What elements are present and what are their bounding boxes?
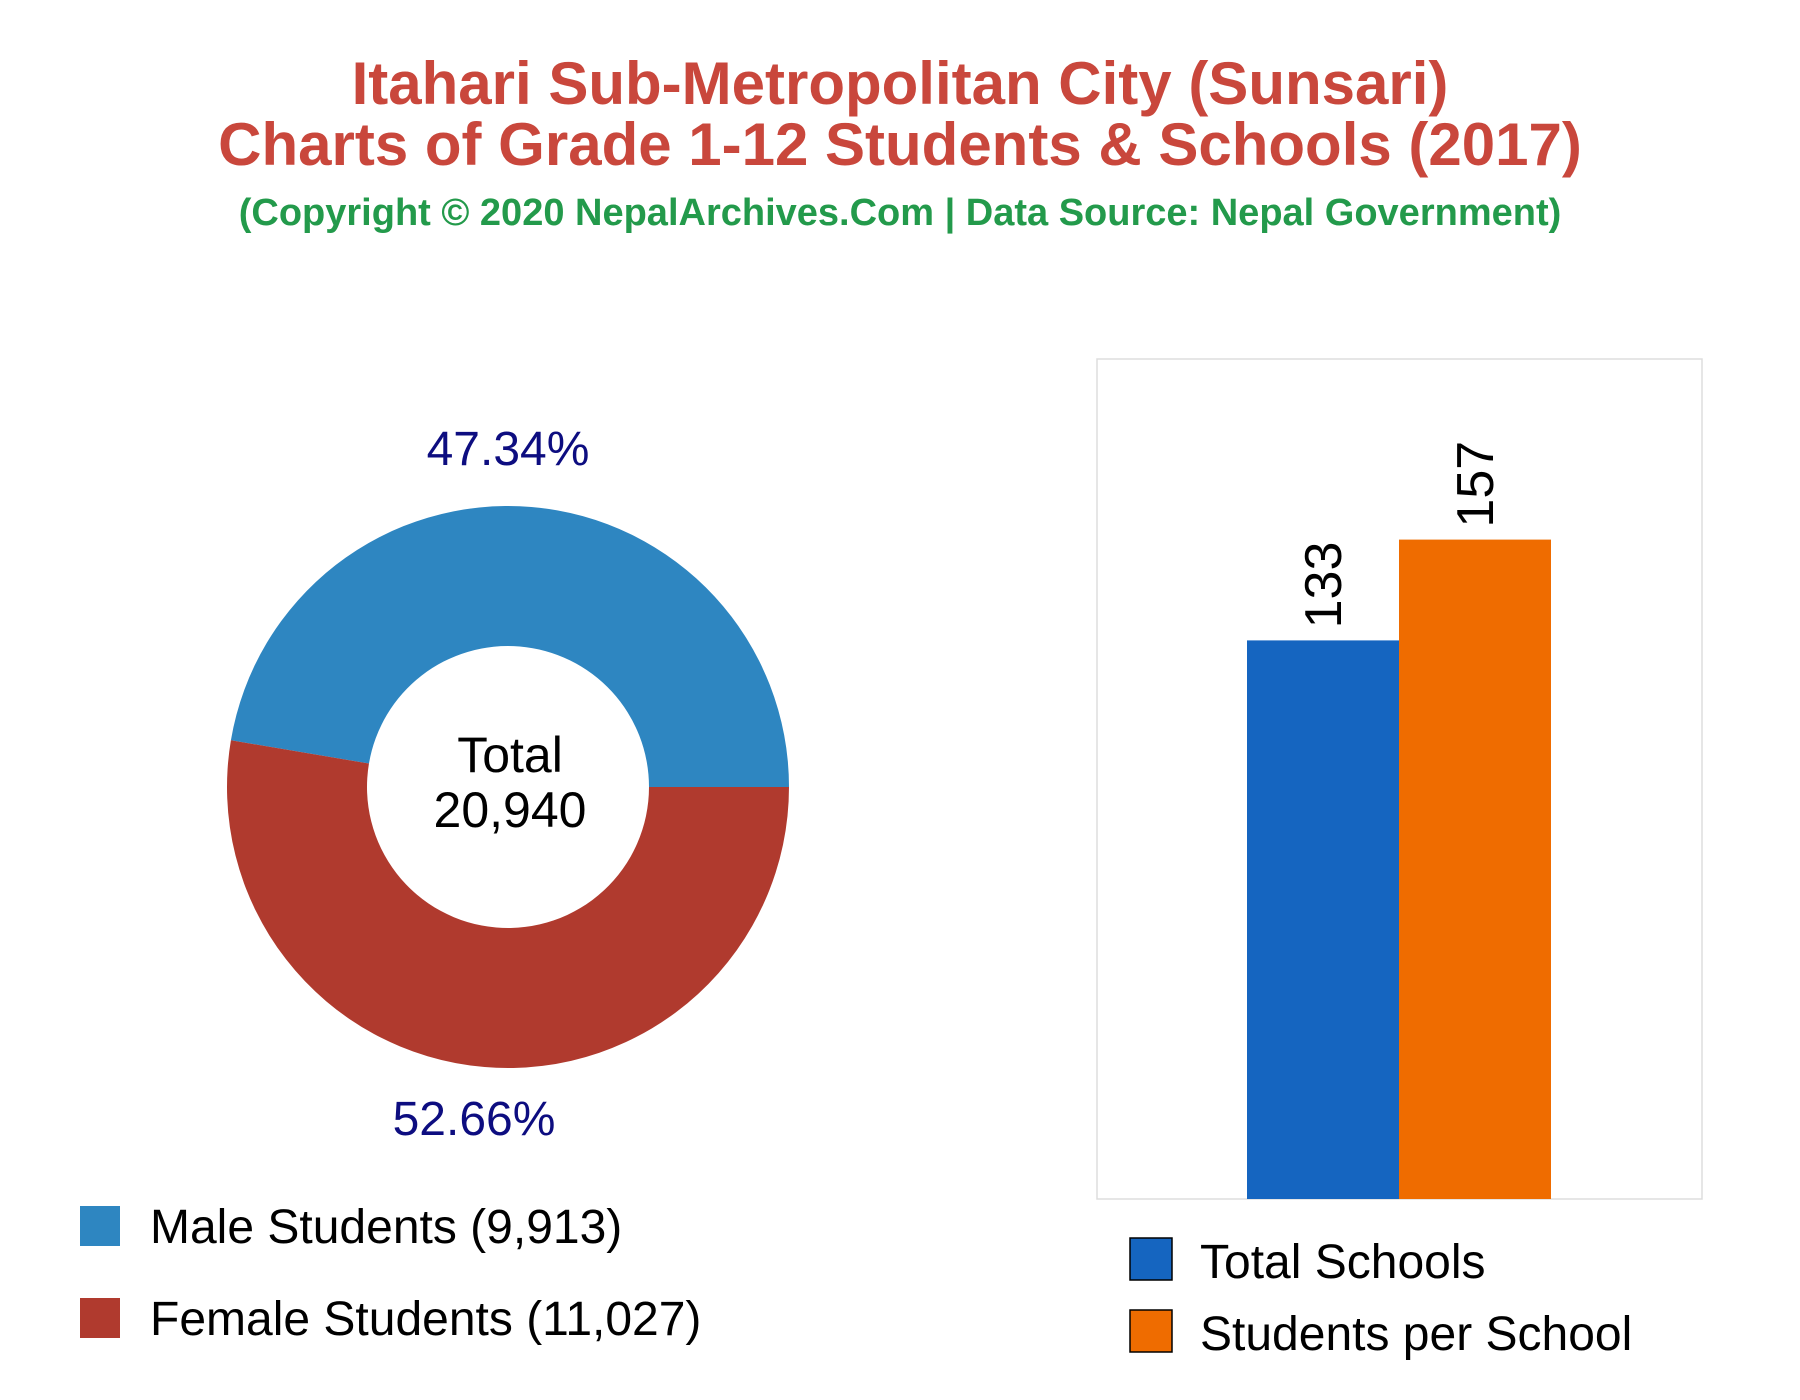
legend-label-male: Male Students (9,913) <box>150 1201 622 1254</box>
bar-chart: 133 157 <box>1096 358 1703 1200</box>
chart-subtitle: (Copyright © 2020 NepalArchives.Com | Da… <box>238 192 1562 234</box>
bar-students-per-school <box>1399 539 1551 1199</box>
bar-total-schools <box>1247 640 1399 1199</box>
bar-value-label-total-schools: 133 <box>1295 542 1353 629</box>
donut-legend: Male Students (9,913) Female Students (1… <box>80 1201 701 1346</box>
chart-title-line1: Itahari Sub-Metropolitan City (Sunsari) <box>351 50 1449 117</box>
donut-chart: 47.34% 52.66% Total 20,940 <box>227 423 789 1146</box>
legend-swatch-total-schools <box>1129 1237 1173 1281</box>
donut-slice-male <box>230 506 789 787</box>
bar-legend: Total Schools Students per School <box>1129 1236 1632 1361</box>
donut-percent-label-male: 47.34% <box>427 423 590 476</box>
legend-label-total-schools: Total Schools <box>1200 1236 1486 1289</box>
legend-swatch-female <box>80 1298 120 1338</box>
legend-swatch-male <box>80 1206 120 1246</box>
chart-title-line2: Charts of Grade 1-12 Students & Schools … <box>218 111 1582 178</box>
donut-center-value: 20,940 <box>434 782 587 838</box>
legend-swatch-students-per-school <box>1129 1309 1173 1353</box>
donut-percent-label-female: 52.66% <box>393 1093 556 1146</box>
donut-center-label: Total <box>457 727 563 783</box>
bar-value-label-students-per-school: 157 <box>1447 441 1505 528</box>
legend-label-female: Female Students (11,027) <box>150 1293 701 1346</box>
legend-label-students-per-school: Students per School <box>1200 1308 1632 1361</box>
donut-slice-female <box>227 740 789 1069</box>
